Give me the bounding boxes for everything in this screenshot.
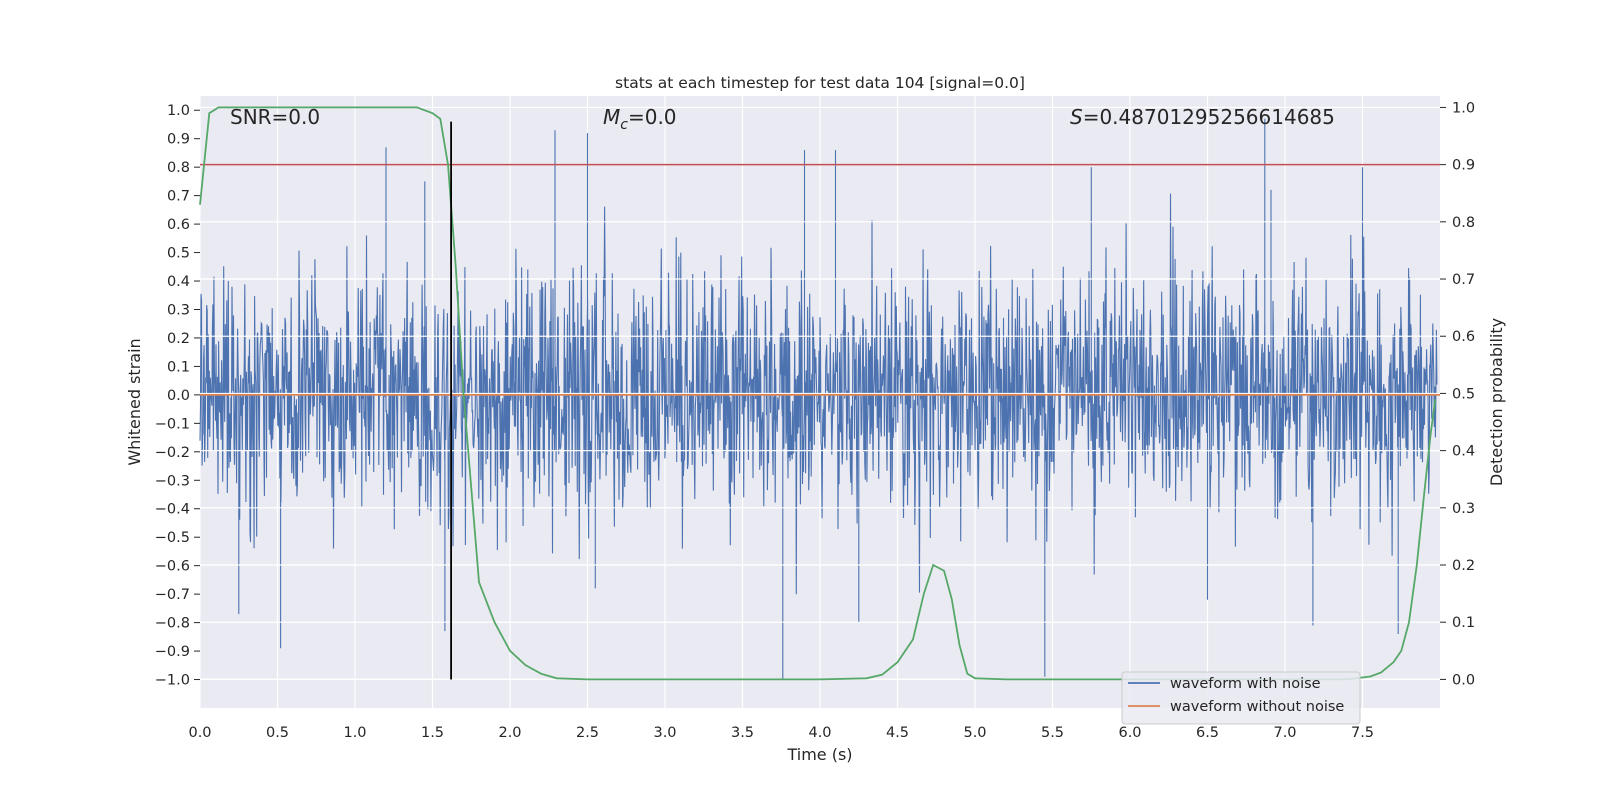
x-tick-label: 3.5 [731, 725, 754, 741]
y2-axis-ticks: 1.0 0.9 0.8 0.7 0.6 0.5 0.4 0.3 0.2 0.1 0.0 [1440, 100, 1475, 688]
mc-symbol: M [603, 105, 620, 129]
noise-trace [199, 118, 1438, 680]
waveform-with-noise [199, 106, 1440, 681]
mc-value: =0.0 [628, 105, 677, 129]
y2-tick-label: 0.7 [1452, 272, 1475, 288]
y-tick-label: 0.3 [167, 302, 190, 318]
x-tick-label: 7.5 [1351, 725, 1374, 741]
x-tick-label: 6.5 [1196, 725, 1219, 741]
legend: waveform with noise waveform without noi… [1121, 671, 1361, 725]
mc-subscript: c [620, 117, 628, 133]
y-tick-label: −0.4 [155, 502, 190, 518]
mc-annotation: Mc=0.0 [603, 105, 677, 133]
y-tick-label: 0.0 [167, 388, 190, 404]
x-tick-label: 1.0 [343, 725, 366, 741]
y2-tick-label: 0.3 [1452, 501, 1475, 517]
legend-label-noise: waveform with noise [1170, 676, 1321, 692]
y-tick-label: 0.2 [167, 331, 190, 347]
y-tick-label: −0.2 [155, 445, 190, 461]
y2-tick-label: 0.5 [1452, 386, 1475, 402]
y2-tick-label: 0.2 [1452, 558, 1475, 574]
x-tick-label: 5.0 [963, 725, 986, 741]
y-tick-label: 0.5 [167, 246, 190, 262]
x-tick-label: 3.0 [653, 725, 676, 741]
y-tick-label: −0.7 [155, 587, 190, 603]
y2-tick-label: 0.1 [1452, 615, 1475, 631]
y2-tick-label: 0.8 [1452, 215, 1475, 231]
y-axis-label: Whitened strain [125, 338, 144, 465]
y-tick-label: −0.6 [155, 559, 190, 575]
chart-title: stats at each timestep for test data 104… [615, 74, 1025, 92]
x-tick-label: 2.5 [576, 725, 599, 741]
y-tick-label: −0.8 [155, 616, 190, 632]
y-tick-label: 0.4 [167, 274, 190, 290]
y-tick-label: 0.7 [167, 189, 190, 205]
legend-label-clean: waveform without noise [1170, 699, 1344, 715]
x-tick-label: 2.0 [498, 725, 521, 741]
y-tick-label: −0.3 [155, 473, 190, 489]
x-tick-label: 5.5 [1041, 725, 1064, 741]
y-axis-ticks: 1.0 0.9 0.8 0.7 0.6 0.5 0.4 0.3 0.2 0.1 0.0 −0.1 −0.… [155, 103, 200, 689]
y-tick-label: −1.0 [155, 673, 190, 689]
legend-box [1121, 671, 1361, 725]
y-tick-label: 0.1 [167, 359, 190, 375]
snr-annotation: SNR=0.0 [230, 105, 320, 129]
x-tick-label: 4.5 [886, 725, 909, 741]
y-tick-label: −0.5 [155, 530, 190, 546]
y-tick-label: −0.9 [155, 644, 190, 660]
y2-tick-label: 1.0 [1452, 100, 1475, 116]
y-tick-label: 0.6 [167, 217, 190, 233]
x-tick-label: 4.0 [808, 725, 831, 741]
x-tick-label: 1.5 [421, 725, 444, 741]
detection-probability-line [199, 106, 1437, 681]
x-tick-label: 0.5 [266, 725, 289, 741]
x-tick-label: 0.0 [188, 725, 211, 741]
y2-tick-label: 0.6 [1452, 329, 1475, 345]
x-tick-label: 6.0 [1118, 725, 1141, 741]
s-value: =0.48701295256614685 [1083, 105, 1335, 129]
y2-tick-label: 0.0 [1452, 672, 1475, 688]
y2-axis-label: Detection probability [1487, 318, 1506, 486]
x-tick-label: 7.0 [1273, 725, 1296, 741]
y-tick-label: 0.8 [167, 160, 190, 176]
y-tick-label: 0.9 [167, 132, 190, 148]
y2-tick-label: 0.4 [1452, 444, 1475, 460]
s-symbol: S [1070, 105, 1083, 129]
y2-tick-label: 0.9 [1452, 158, 1475, 174]
x-axis-ticks: 0.0 0.5 1.0 1.5 2.0 2.5 3.0 3.5 4.0 4.5 5.0 5.5 6.0 6… [188, 725, 1374, 741]
s-annotation: S=0.48701295256614685 [1070, 105, 1335, 129]
y-tick-label: −0.1 [155, 416, 190, 432]
x-axis-label: Time (s) [786, 745, 852, 764]
y-tick-label: 1.0 [167, 103, 190, 119]
